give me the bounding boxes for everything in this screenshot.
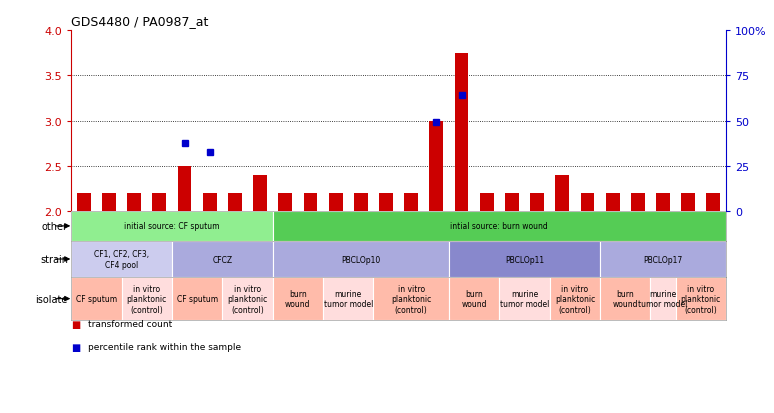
- Bar: [499, 278, 550, 320]
- Bar: [404, 194, 418, 211]
- Text: strain: strain: [40, 254, 68, 264]
- Text: GDS4480 / PA0987_at: GDS4480 / PA0987_at: [71, 15, 208, 28]
- Bar: [122, 278, 172, 320]
- Bar: [222, 278, 272, 320]
- Bar: [480, 194, 494, 211]
- Text: PBCLOp17: PBCLOp17: [643, 255, 683, 264]
- Text: transformed count: transformed count: [88, 320, 173, 329]
- Bar: [77, 194, 91, 211]
- Text: PBCLOp11: PBCLOp11: [505, 255, 544, 264]
- Bar: [127, 194, 141, 211]
- Bar: [449, 241, 600, 278]
- Bar: [279, 194, 293, 211]
- Text: other: other: [42, 221, 68, 231]
- Bar: [505, 194, 519, 211]
- Text: initial source: CF sputum: initial source: CF sputum: [124, 222, 220, 231]
- Bar: [177, 166, 191, 211]
- Bar: [152, 194, 166, 211]
- Bar: [454, 54, 468, 211]
- Text: ■: ■: [71, 342, 80, 352]
- Text: intial source: burn wound: intial source: burn wound: [450, 222, 548, 231]
- Bar: [71, 241, 172, 278]
- Bar: [707, 194, 721, 211]
- Bar: [172, 278, 222, 320]
- Bar: [172, 241, 272, 278]
- Bar: [329, 194, 343, 211]
- Text: CFCZ: CFCZ: [212, 255, 232, 264]
- Text: burn
wound: burn wound: [612, 289, 638, 309]
- Bar: [71, 278, 122, 320]
- Bar: [203, 194, 217, 211]
- Text: in vitro
planktonic
(control): in vitro planktonic (control): [555, 284, 595, 314]
- Bar: [449, 278, 499, 320]
- Bar: [323, 278, 373, 320]
- Bar: [550, 278, 600, 320]
- Bar: [228, 194, 241, 211]
- Bar: [580, 194, 594, 211]
- Text: murine
tumor model: murine tumor model: [324, 289, 373, 309]
- Text: in vitro
planktonic
(control): in vitro planktonic (control): [391, 284, 431, 314]
- Text: burn
wound: burn wound: [285, 289, 310, 309]
- Bar: [253, 176, 267, 211]
- Text: isolate: isolate: [36, 294, 68, 304]
- Bar: [303, 194, 317, 211]
- Bar: [656, 194, 670, 211]
- Bar: [272, 241, 449, 278]
- Bar: [373, 278, 449, 320]
- Bar: [631, 194, 645, 211]
- Text: CF1, CF2, CF3,
CF4 pool: CF1, CF2, CF3, CF4 pool: [94, 250, 149, 269]
- Bar: [600, 278, 650, 320]
- Bar: [272, 211, 726, 241]
- Bar: [379, 194, 393, 211]
- Bar: [272, 278, 323, 320]
- Bar: [102, 194, 116, 211]
- Text: PBCLOp10: PBCLOp10: [341, 255, 381, 264]
- Bar: [530, 194, 544, 211]
- Text: CF sputum: CF sputum: [176, 294, 217, 304]
- Text: in vitro
planktonic
(control): in vitro planktonic (control): [228, 284, 268, 314]
- Text: percentile rank within the sample: percentile rank within the sample: [88, 342, 241, 351]
- Bar: [681, 194, 695, 211]
- Bar: [354, 194, 368, 211]
- Bar: [650, 278, 676, 320]
- Bar: [606, 194, 620, 211]
- Bar: [556, 176, 569, 211]
- Text: in vitro
planktonic
(control): in vitro planktonic (control): [680, 284, 721, 314]
- Bar: [430, 121, 444, 211]
- Bar: [600, 241, 726, 278]
- Bar: [676, 278, 726, 320]
- Text: ■: ■: [71, 319, 80, 329]
- Text: in vitro
planktonic
(control): in vitro planktonic (control): [127, 284, 167, 314]
- Text: murine
tumor model: murine tumor model: [639, 289, 688, 309]
- Text: burn
wound: burn wound: [461, 289, 487, 309]
- Text: CF sputum: CF sputum: [76, 294, 117, 304]
- Text: murine
tumor model: murine tumor model: [500, 289, 550, 309]
- Bar: [71, 211, 272, 241]
